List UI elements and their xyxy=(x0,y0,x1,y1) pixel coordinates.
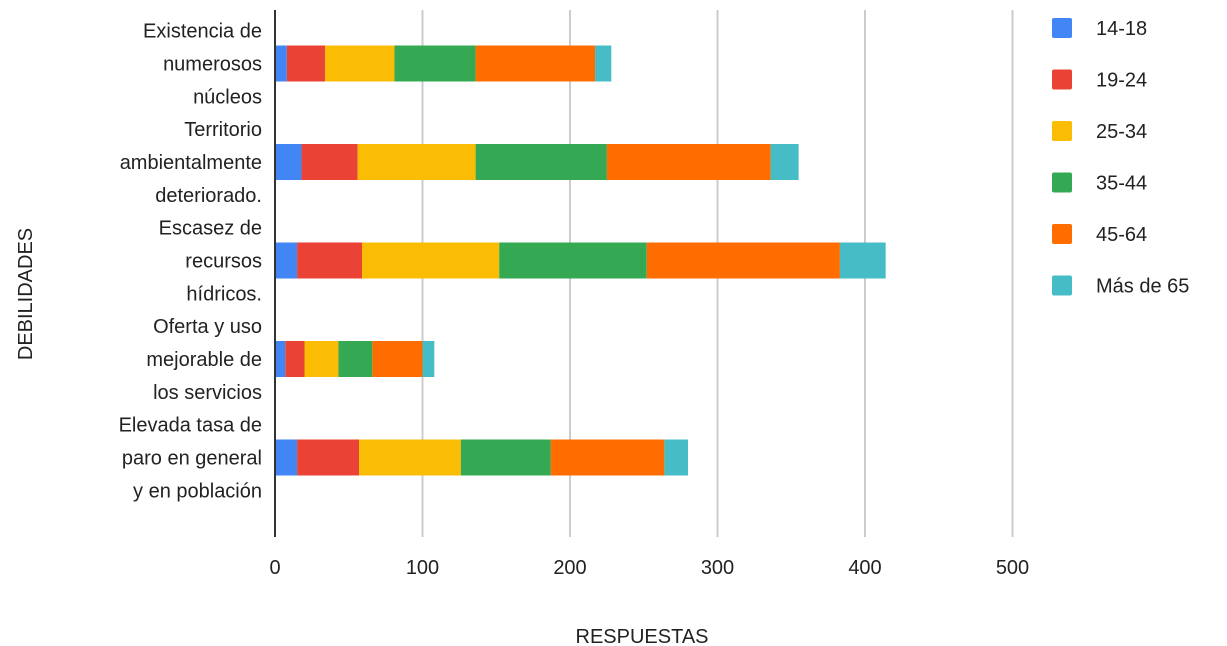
y-tick-label: numerosos xyxy=(163,54,262,76)
bar-segment xyxy=(275,439,298,476)
bar-segment xyxy=(475,45,596,82)
y-tick-label: y en población xyxy=(133,481,262,503)
y-tick-label: paro en general xyxy=(122,448,262,470)
y-tick-label: Territorio xyxy=(184,119,262,141)
bar-segment xyxy=(357,144,476,180)
x-tick-label: 400 xyxy=(848,557,881,579)
y-tick-label: Escasez de xyxy=(159,218,262,240)
legend-swatch xyxy=(1052,69,1072,90)
y-tick-label: Oferta y uso xyxy=(153,316,262,338)
bar-segment xyxy=(325,45,395,82)
legend-label: 25-34 xyxy=(1096,121,1147,143)
bar-segment xyxy=(297,242,363,279)
bar-segment xyxy=(595,45,612,82)
bar-segment xyxy=(372,341,423,377)
bar-segment xyxy=(770,144,799,180)
bar-segment xyxy=(304,341,339,377)
y-tick-label: los servicios xyxy=(153,382,262,404)
y-tick-label: Existencia de xyxy=(143,21,262,43)
bar-segment xyxy=(338,341,373,377)
y-tick-label: mejorable de xyxy=(146,349,262,371)
x-tick-label: 100 xyxy=(406,557,439,579)
bar-segment xyxy=(422,341,435,377)
bar-segment xyxy=(646,242,840,279)
bar-segment xyxy=(839,242,886,279)
bar-segment xyxy=(297,439,360,476)
legend-label: 45-64 xyxy=(1096,224,1147,246)
x-tick-label: 500 xyxy=(996,557,1029,579)
bar-segment xyxy=(606,144,771,180)
legend-swatch xyxy=(1052,18,1072,38)
bar-segment xyxy=(301,144,358,180)
x-tick-label: 0 xyxy=(269,557,280,579)
legend-swatch xyxy=(1052,224,1072,244)
legend: 14-18 19-24 25-34 35-44 45-64 Más de 65 xyxy=(1052,18,1189,298)
bar-segment xyxy=(460,439,551,476)
bar-segment xyxy=(359,439,461,476)
bar-segment xyxy=(664,439,688,476)
legend-label: 14-18 xyxy=(1096,18,1147,40)
x-tick-labels: 0 100 200 300 400 500 xyxy=(269,557,1029,579)
legend-swatch xyxy=(1052,275,1072,296)
legend-swatch xyxy=(1052,121,1072,141)
x-tick-label: 300 xyxy=(701,557,734,579)
legend-label: 19-24 xyxy=(1096,70,1147,92)
x-tick-label: 200 xyxy=(553,557,586,579)
legend-swatch xyxy=(1052,172,1072,193)
x-axis-title: RESPUESTAS xyxy=(576,626,709,646)
y-tick-label: recursos xyxy=(185,251,262,273)
bar-segment xyxy=(499,242,647,279)
bar-segment xyxy=(394,45,476,82)
y-axis-title: DEBILIDADES xyxy=(15,228,37,360)
legend-label: 35-44 xyxy=(1096,173,1147,195)
bar-segment xyxy=(275,341,286,377)
bar-segment xyxy=(275,144,302,180)
y-tick-label: hídricos. xyxy=(186,284,262,306)
bar-segment xyxy=(275,242,298,279)
y-tick-label: ambientalmente xyxy=(120,152,262,174)
y-tick-label: deteriorado. xyxy=(155,185,262,207)
y-tick-label: Elevada tasa de xyxy=(119,415,262,437)
bar-segment xyxy=(285,341,305,377)
bar-segment xyxy=(286,45,326,82)
y-tick-label: núcleos xyxy=(193,87,262,109)
y-tick-labels: Existencia de numerosos núcleos Territorio a… xyxy=(119,21,262,503)
legend-label: Más de 65 xyxy=(1096,276,1189,298)
bar-segment xyxy=(550,439,665,476)
bar-segment xyxy=(362,242,500,279)
bars xyxy=(275,45,886,476)
bar-segment xyxy=(475,144,607,180)
bar-segment xyxy=(275,45,287,82)
